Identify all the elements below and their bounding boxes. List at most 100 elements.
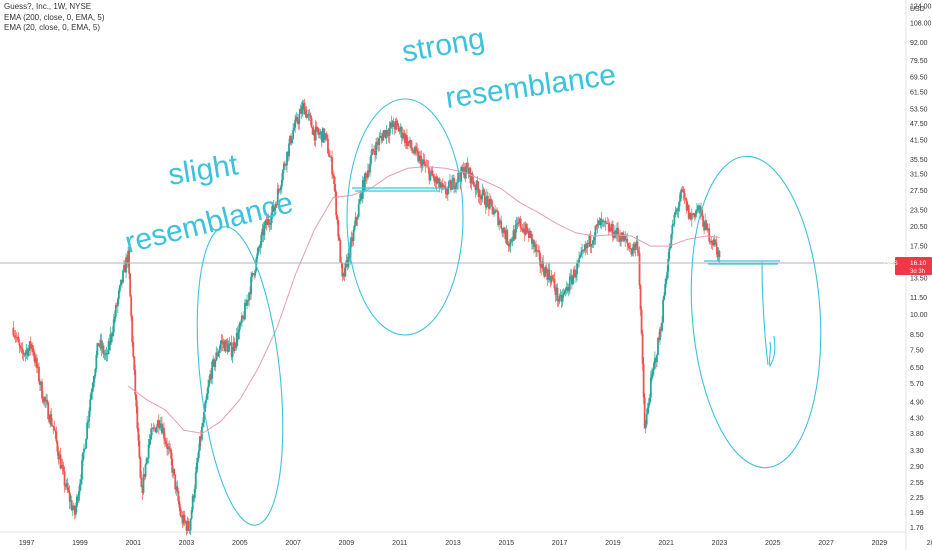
candle-body <box>537 250 539 252</box>
candle-body <box>18 342 21 347</box>
candle-body <box>468 168 471 175</box>
candle-body <box>506 230 509 244</box>
candle-body <box>22 352 25 355</box>
candle-body <box>664 283 667 296</box>
candle-body <box>586 243 589 249</box>
y-tick-label: 69.50 <box>910 74 928 81</box>
x-tick-label: 2005 <box>232 540 248 547</box>
candle-body <box>584 244 587 251</box>
candle-body <box>659 328 661 340</box>
candle-body <box>372 149 374 151</box>
candle-body <box>232 341 235 352</box>
candle-body <box>245 302 247 306</box>
candle-body <box>559 294 562 297</box>
candle-body <box>213 359 216 368</box>
candle-body <box>106 352 109 355</box>
candle-body <box>692 213 695 215</box>
candle-body <box>38 366 40 382</box>
candle-body <box>277 188 280 190</box>
candle-body <box>169 448 172 451</box>
candle-body <box>147 444 150 459</box>
candle-body <box>385 130 388 138</box>
y-tick-label: 17.50 <box>910 244 928 251</box>
candle-body <box>57 451 60 460</box>
candle-body <box>630 248 633 255</box>
candle-body <box>26 349 29 356</box>
candle-body <box>585 244 588 249</box>
candle-body <box>123 265 125 271</box>
candle-body <box>623 235 626 242</box>
candle-body <box>61 464 64 468</box>
candle-body <box>158 425 161 428</box>
candle-body <box>649 377 652 398</box>
candle-body <box>555 287 558 295</box>
candle-body <box>553 278 556 289</box>
candle-body <box>199 436 202 440</box>
candle-body <box>379 136 382 138</box>
candle-body <box>146 458 149 459</box>
y-tick-label: 47.50 <box>910 121 928 128</box>
candle-body <box>641 333 644 364</box>
candle-body <box>41 381 43 399</box>
candle-body <box>483 191 486 205</box>
candle-body <box>75 496 78 507</box>
ema-20-label[interactable]: EMA (20, close, 0, EMA, 5) <box>4 23 101 32</box>
candle-body <box>570 275 573 285</box>
candle-body <box>322 128 325 140</box>
candle-body <box>400 127 403 139</box>
ema-200-label[interactable]: EMA (200, close, 0, EMA, 5) <box>4 12 105 22</box>
candle-body <box>563 290 566 293</box>
candle-body <box>391 121 394 127</box>
candle-body <box>622 232 625 242</box>
candle-body <box>290 135 292 144</box>
candle-body <box>452 178 454 182</box>
candle-body <box>272 205 275 212</box>
candle-body <box>591 244 594 245</box>
mirror-hline-2022 <box>704 260 780 265</box>
candle-body <box>203 411 205 423</box>
candle-body <box>85 438 87 449</box>
candle-body <box>136 406 139 429</box>
price-axis[interactable]: 124.00 108.00 92.00 79.50 69.50 61.50 53.50 47.… <box>910 4 932 533</box>
candle-body <box>254 270 257 276</box>
candle-body <box>598 220 601 226</box>
candle-body <box>431 170 434 176</box>
candle-body <box>714 239 717 243</box>
candle-body <box>680 189 683 193</box>
y-tick-label: 2.25 <box>910 495 924 502</box>
candle-body <box>587 243 590 245</box>
candle-body <box>454 188 456 190</box>
candle-body <box>562 292 565 296</box>
candle-body <box>507 243 510 246</box>
candle-body <box>551 275 554 280</box>
candle-body <box>208 380 210 387</box>
candle-body <box>687 205 690 219</box>
candle-body <box>179 507 182 516</box>
candle-body <box>64 485 67 487</box>
x-tick-label: 2023 <box>712 540 728 547</box>
candle-body <box>403 132 406 143</box>
candle-body <box>522 228 525 232</box>
candle-body <box>657 337 659 355</box>
strong-resemblance-label: resemblance <box>443 58 618 115</box>
candle-body <box>519 218 522 228</box>
candle-body <box>432 175 435 178</box>
candle-body <box>358 199 361 205</box>
candle-body <box>670 234 673 248</box>
time-axis[interactable]: 1997 1999 2001 2003 2005 2007 2009 2011 2013 2015… <box>19 540 932 547</box>
symbol-title[interactable]: Guess?, Inc., 1W, NYSE <box>4 2 92 11</box>
candle-body <box>405 135 408 146</box>
candle-body <box>424 164 427 166</box>
candle-body <box>81 460 83 480</box>
candle-body <box>606 223 609 225</box>
candle-body <box>286 151 288 166</box>
candle-body <box>273 207 276 212</box>
candle-body <box>554 288 557 295</box>
x-tick-label: 2009 <box>339 540 355 547</box>
y-tick-label: 1.76 <box>910 525 924 532</box>
candle-body <box>76 496 79 501</box>
candle-body <box>605 223 608 225</box>
candle-body <box>93 376 96 383</box>
candle-body <box>441 183 444 186</box>
